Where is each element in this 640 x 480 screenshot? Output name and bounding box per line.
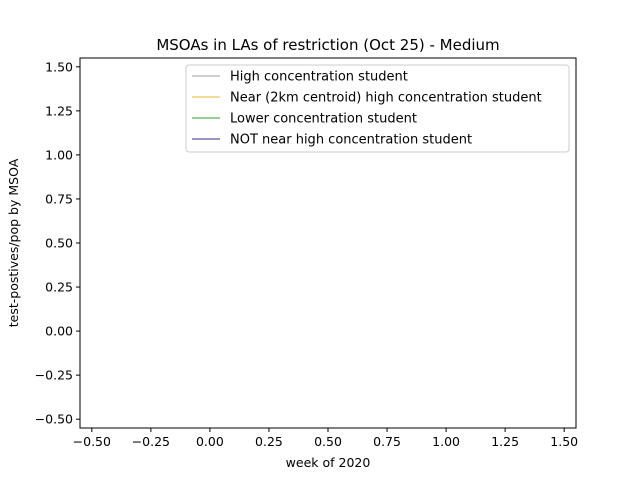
x-tick-label: 0.50 [314,434,342,449]
y-tick-label: 0.25 [45,280,73,295]
chart-title: MSOAs in LAs of restriction (Oct 25) - M… [156,36,499,54]
x-tick-label: 0.75 [373,434,401,449]
y-tick-label: 1.25 [45,103,73,118]
x-tick-label: 1.00 [432,434,460,449]
x-tick-label: −0.25 [132,434,170,449]
x-tick-label: 1.50 [550,434,578,449]
y-axis-label: test-postives/pop by MSOA [6,158,21,327]
y-tick-label: 1.50 [45,59,73,74]
y-axis-ticks: −0.50 −0.25 0.00 0.25 0.50 0.75 1.00 1.25 1.50 [35,59,80,427]
x-tick-label: 0.00 [196,434,224,449]
y-tick-label: 1.00 [45,147,73,162]
legend-box [185,64,570,153]
y-tick-label: −0.25 [35,368,73,383]
y-tick-label: 0.00 [45,324,73,339]
x-tick-label: 1.25 [491,434,519,449]
y-tick-label: 0.75 [45,191,73,206]
legend-entry-label: Lower concentration student [230,112,417,127]
x-axis-label: week of 2020 [286,455,371,470]
legend-entry-label: NOT near high concentration student [230,133,472,148]
x-axis-ticks: −0.50 −0.25 0.00 0.25 0.50 0.75 1.00 1.25 1.50 [73,428,578,449]
plot-frame [79,57,577,429]
y-tick-label: −0.50 [35,412,73,427]
legend: High concentration student Near (2km cent… [185,64,570,153]
y-tick-label: 0.50 [45,236,73,251]
x-tick-label: −0.50 [73,434,111,449]
legend-entry-label: Near (2km centroid) high concentration s… [230,91,542,106]
legend-entry-label: High concentration student [230,70,408,85]
x-tick-label: 0.25 [255,434,283,449]
